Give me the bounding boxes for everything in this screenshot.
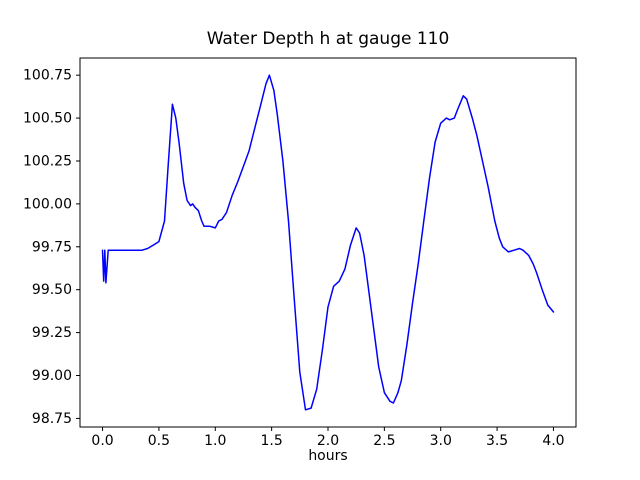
x-tick-label: 2.5 (373, 433, 395, 449)
x-tick-label: 1.5 (261, 433, 283, 449)
x-tick-label: 1.0 (204, 433, 226, 449)
x-tick-label: 0.0 (91, 433, 113, 449)
y-tick-label: 99.00 (32, 368, 72, 384)
y-tick-label: 99.75 (32, 239, 72, 255)
y-tick-label: 100.50 (23, 111, 72, 127)
y-tick-label: 100.00 (23, 196, 72, 212)
y-tick-label: 99.50 (32, 282, 72, 298)
x-tick-label: 0.5 (148, 433, 170, 449)
y-tick-label: 99.25 (32, 325, 72, 341)
chart-title: Water Depth h at gauge 110 (206, 29, 450, 49)
y-tick-label: 100.25 (23, 153, 72, 169)
x-tick-label: 2.0 (317, 433, 339, 449)
x-tick-label: 3.0 (430, 433, 452, 449)
data-line-h (101, 74, 555, 411)
x-tick-label: 3.5 (486, 433, 508, 449)
x-tick-label: 4.0 (542, 433, 564, 449)
x-axis-label: hours (308, 448, 348, 464)
y-tick-label: 98.75 (32, 411, 72, 427)
y-tick-label: 100.75 (23, 68, 72, 84)
